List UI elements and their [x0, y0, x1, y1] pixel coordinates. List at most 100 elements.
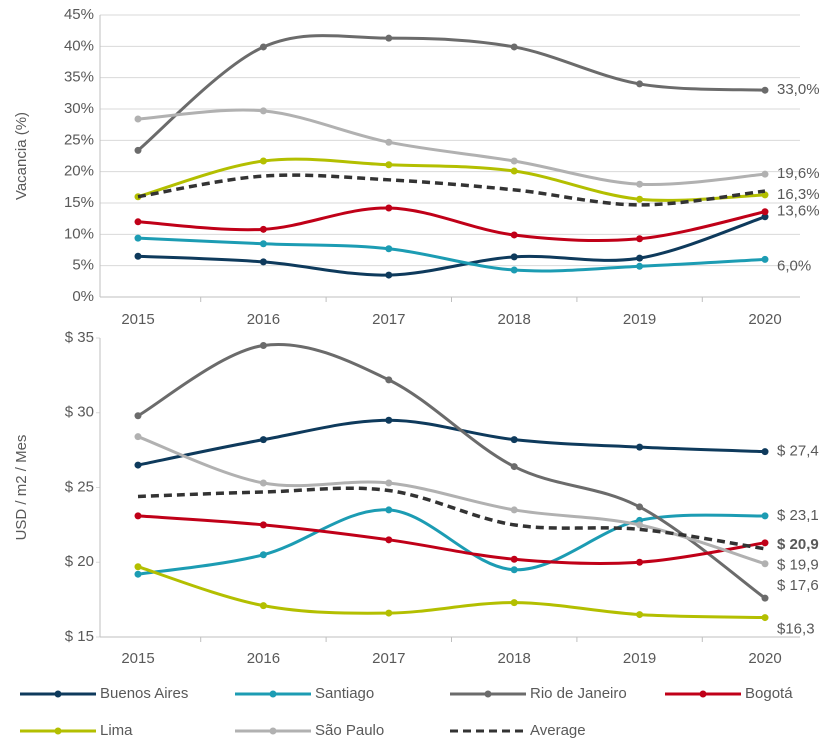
data-point [134, 412, 142, 420]
data-point [259, 551, 267, 559]
series-line [137, 418, 766, 467]
series-line [137, 565, 766, 620]
legend-label: Average [530, 722, 586, 739]
legend-item: São Paulo [235, 722, 384, 739]
legend-marker [484, 690, 492, 698]
series-line [137, 508, 766, 576]
series-line [137, 206, 766, 243]
y-tick-label: 40% [64, 37, 94, 54]
data-point [134, 512, 142, 520]
data-point [385, 204, 393, 212]
y-tick-label: 35% [64, 69, 94, 86]
data-point [636, 558, 644, 566]
data-point [510, 436, 518, 444]
data-point [510, 566, 518, 574]
data-point [259, 43, 267, 51]
legend-item: Buenos Aires [20, 685, 188, 702]
data-point [510, 463, 518, 471]
series-line [137, 34, 766, 152]
data-point [259, 225, 267, 233]
legend-label: São Paulo [315, 722, 384, 739]
series-line [137, 236, 766, 273]
legend-label: Bogotá [745, 685, 793, 702]
data-point [385, 376, 393, 384]
legend-label: Lima [100, 722, 133, 739]
y-tick-label: $ 25 [65, 478, 94, 495]
x-tick-label: 2017 [372, 650, 405, 667]
y-tick-label: $ 30 [65, 404, 94, 421]
x-tick-label: 2016 [247, 311, 280, 328]
series-line [137, 108, 766, 186]
data-point [510, 43, 518, 51]
data-point [259, 258, 267, 266]
legend-label: Rio de Janeiro [530, 685, 627, 702]
y-tick-label: $ 35 [65, 329, 94, 346]
data-point [385, 416, 393, 424]
data-point [510, 555, 518, 563]
data-point [385, 245, 393, 253]
data-point [259, 521, 267, 529]
data-point [761, 512, 769, 520]
data-point [636, 503, 644, 511]
legend-item: Bogotá [665, 685, 793, 702]
legend-label: Buenos Aires [100, 685, 188, 702]
data-point [385, 271, 393, 279]
legend-marker [699, 690, 707, 698]
x-tick-label: 2018 [498, 311, 531, 328]
data-point [761, 594, 769, 602]
data-point [761, 539, 769, 547]
data-point [636, 254, 644, 262]
y-tick-label: 5% [72, 257, 94, 274]
data-point [510, 253, 518, 261]
data-point [259, 107, 267, 115]
data-point [636, 235, 644, 243]
y-tick-label: 10% [64, 225, 94, 242]
x-tick-label: 2018 [498, 650, 531, 667]
data-point [259, 602, 267, 610]
data-point [510, 167, 518, 175]
value-label: $ 27,4 [777, 443, 819, 460]
value-label: 33,0% [777, 81, 820, 98]
value-label: $16,3 [777, 621, 815, 638]
data-point [761, 191, 769, 199]
value-label: 6,0% [777, 257, 811, 274]
x-tick-label: 2017 [372, 311, 405, 328]
data-point [636, 521, 644, 529]
data-point [259, 436, 267, 444]
data-point [636, 80, 644, 88]
data-point [636, 180, 644, 188]
legend-item: Santiago [235, 685, 374, 702]
series-line [137, 173, 766, 207]
series-line [137, 343, 766, 600]
data-point [761, 86, 769, 94]
data-point [510, 231, 518, 239]
data-point [385, 506, 393, 514]
data-point [636, 195, 644, 203]
x-tick-label: 2019 [623, 650, 656, 667]
data-point [636, 443, 644, 451]
data-point [259, 479, 267, 487]
data-point [134, 570, 142, 578]
data-point [385, 138, 393, 146]
x-tick-label: 2020 [748, 311, 781, 328]
data-point [134, 433, 142, 441]
y-tick-label: $ 20 [65, 553, 94, 570]
legend-marker [54, 690, 62, 698]
x-tick-label: 2019 [623, 311, 656, 328]
y-tick-label: 20% [64, 163, 94, 180]
data-point [134, 115, 142, 123]
legend-label: Santiago [315, 685, 374, 702]
data-point [134, 146, 142, 154]
data-point [259, 341, 267, 349]
data-point [761, 213, 769, 221]
value-label: $ 23,1 [777, 507, 819, 524]
x-tick-label: 2015 [121, 650, 154, 667]
legend-marker [54, 727, 62, 735]
y-tick-label: $ 15 [65, 628, 94, 645]
series-line [137, 486, 766, 551]
value-label: $ 17,6 [777, 577, 819, 594]
data-point [761, 255, 769, 263]
data-point [761, 170, 769, 178]
data-point [134, 218, 142, 226]
y-tick-label: 45% [64, 6, 94, 23]
